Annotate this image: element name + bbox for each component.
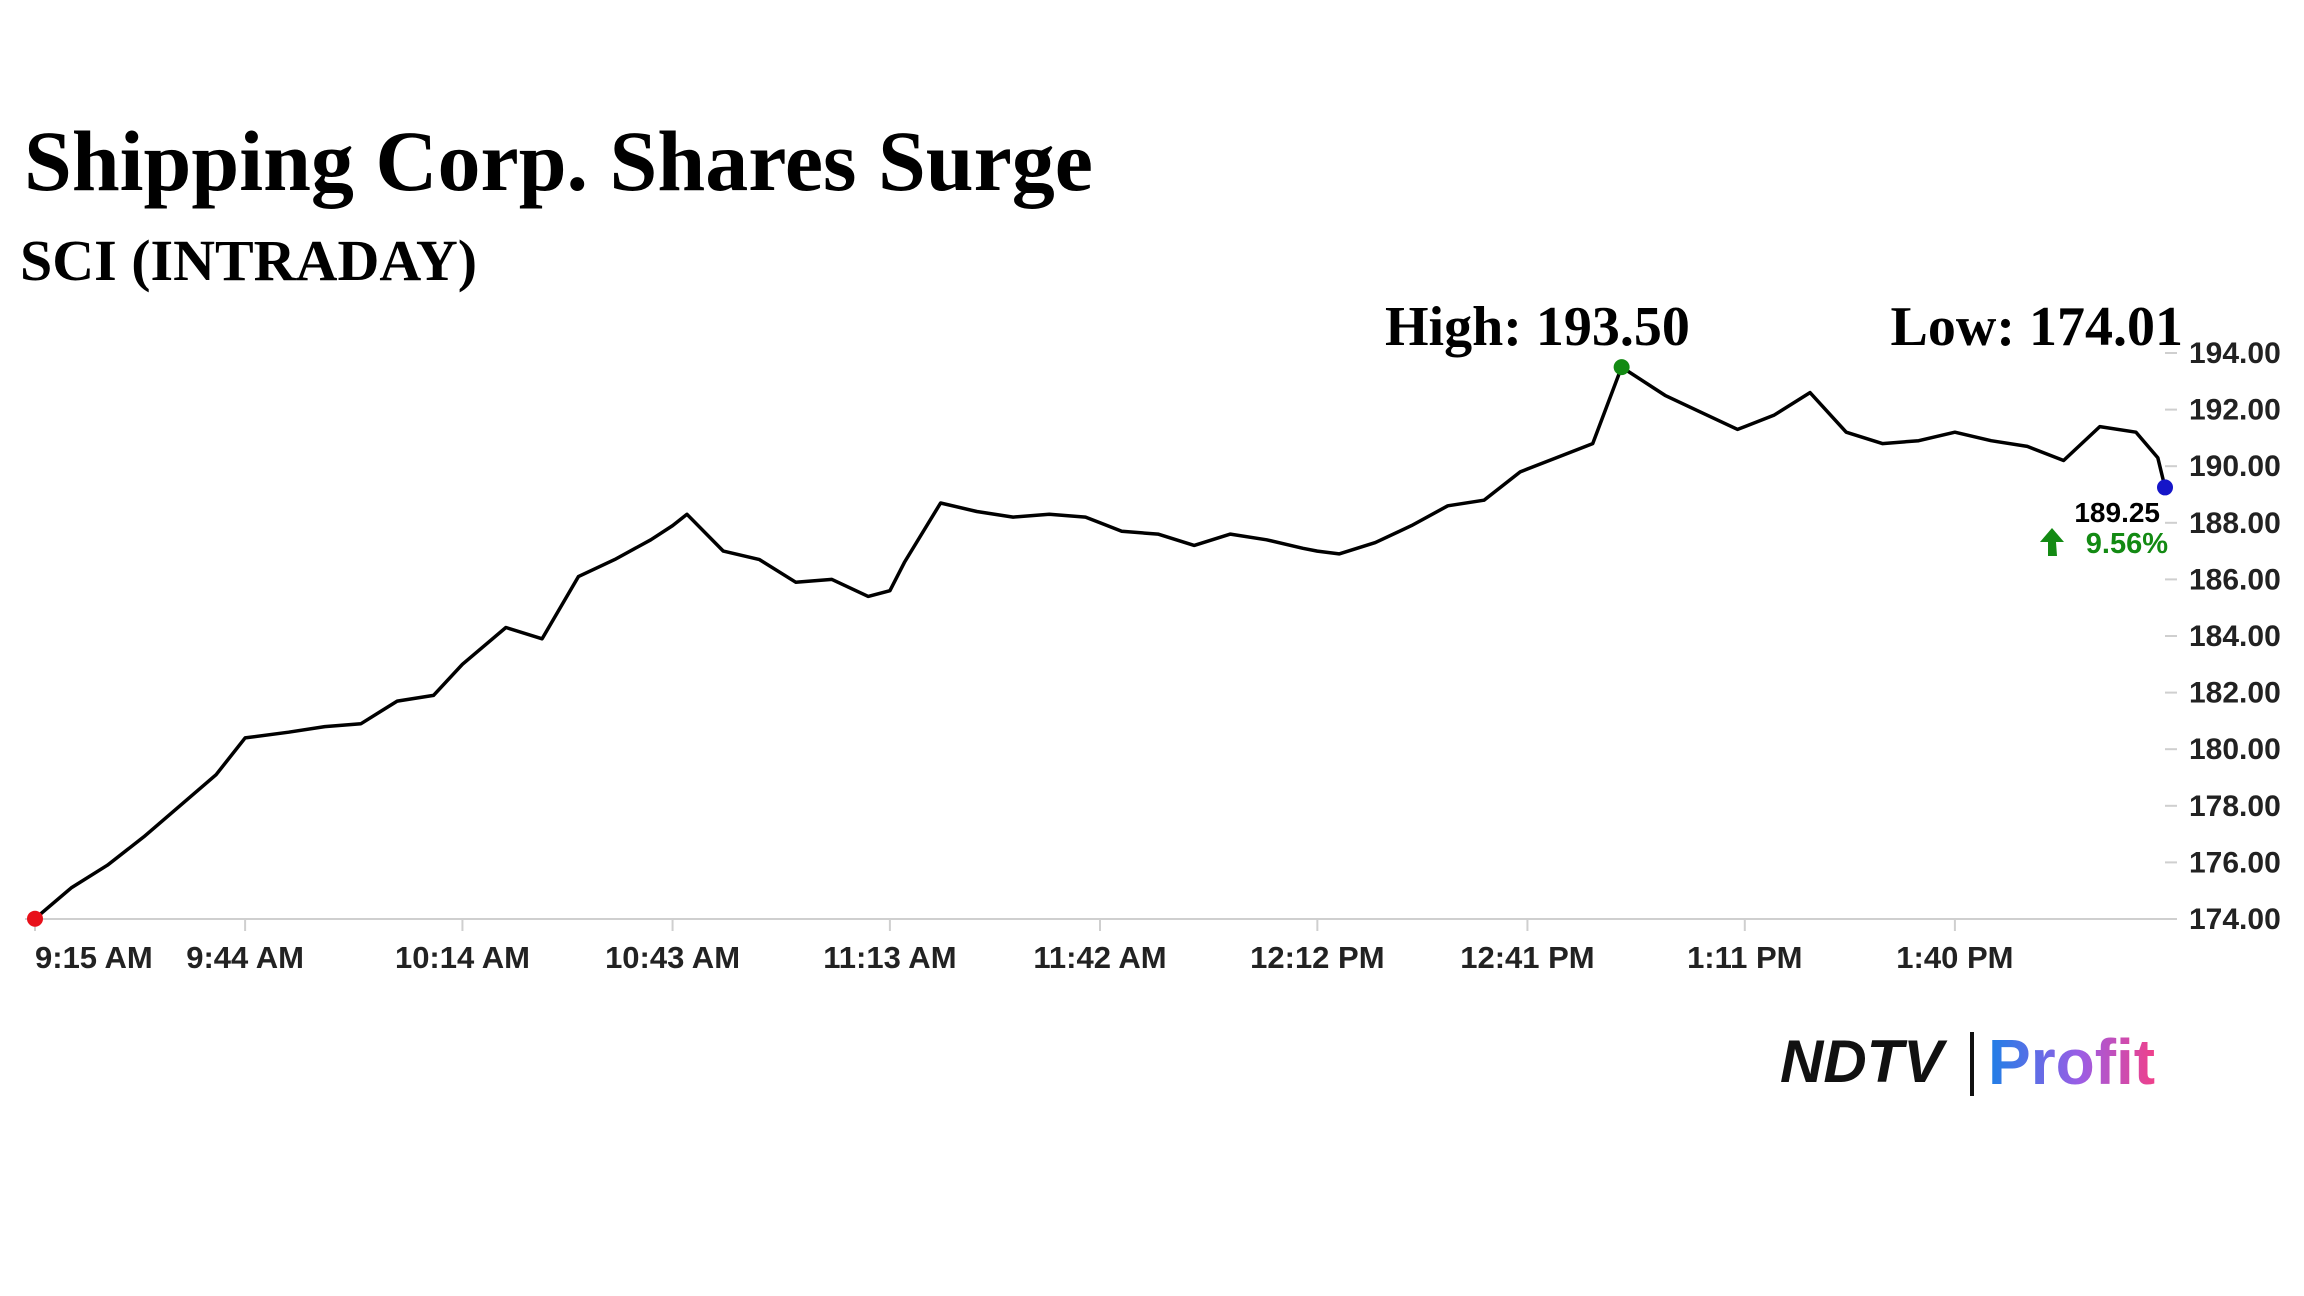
- x-tick-label: 11:42 AM: [1033, 940, 1166, 975]
- y-tick-label: 182.00: [2189, 677, 2281, 710]
- y-tick-label: 178.00: [2189, 790, 2281, 823]
- x-tick-label: 9:44 AM: [186, 940, 304, 975]
- x-tick-label: 10:43 AM: [605, 940, 740, 975]
- low-annotation: Low: 174.01: [1891, 296, 2183, 358]
- brand-profit: Profit: [1988, 1026, 2155, 1098]
- up-arrow: [2040, 528, 2064, 556]
- high-annotation: High: 193.50: [1385, 296, 1690, 358]
- chart-subtitle: SCI (INTRADAY): [20, 228, 477, 293]
- last-marker: [2157, 479, 2173, 496]
- y-tick-label: 176.00: [2189, 846, 2281, 879]
- high-marker: [1613, 359, 1630, 376]
- y-tick-label: 174.00: [2189, 903, 2281, 936]
- y-tick-label: 190.00: [2189, 450, 2281, 483]
- x-tick-label: 1:11 PM: [1687, 940, 1802, 975]
- chart-title: Shipping Corp. Shares Surge: [24, 113, 1093, 209]
- brand-ndtv: NDTV: [1780, 1028, 1948, 1095]
- x-tick-label: 12:12 PM: [1250, 940, 1384, 975]
- y-tick-label: 188.00: [2189, 507, 2281, 540]
- y-tick-label: 184.00: [2189, 620, 2281, 653]
- brand-divider: [1970, 1032, 1974, 1096]
- low-marker: [27, 910, 43, 927]
- y-tick-label: 194.00: [2189, 337, 2281, 370]
- x-tick-label: 10:14 AM: [395, 940, 530, 975]
- last-price-label: 189.25: [2074, 497, 2160, 528]
- change-label: 9.56%: [2086, 528, 2168, 560]
- y-tick-label: 180.00: [2189, 733, 2281, 766]
- x-tick-label: 11:13 AM: [823, 940, 956, 975]
- y-tick-label: 192.00: [2189, 394, 2281, 427]
- y-tick-label: 186.00: [2189, 563, 2281, 596]
- x-tick-label: 12:41 PM: [1460, 940, 1594, 975]
- x-tick-label: 1:40 PM: [1896, 940, 2013, 975]
- price-line: [33, 365, 2167, 921]
- x-tick-label: 9:15 AM: [35, 940, 153, 975]
